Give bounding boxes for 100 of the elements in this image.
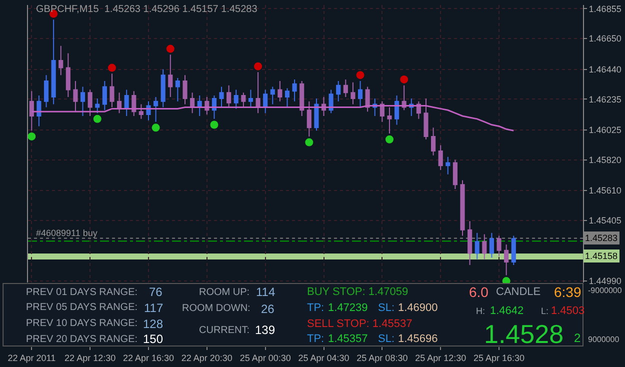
candlestick bbox=[95, 98, 100, 114]
candlestick bbox=[197, 95, 202, 116]
candlestick bbox=[226, 84, 232, 108]
text: 1.45357 bbox=[328, 333, 368, 345]
x-tick-label: 22 Apr 12:30 bbox=[64, 352, 116, 363]
y-tick-label: 1.46025 bbox=[588, 125, 622, 136]
candlestick bbox=[256, 72, 260, 114]
candlestick bbox=[190, 92, 195, 114]
candlestick bbox=[138, 104, 144, 120]
point bbox=[93, 114, 102, 123]
candlestick bbox=[270, 86, 275, 105]
text: 2 bbox=[574, 331, 581, 345]
x-tick-label: 25 Apr 04:30 bbox=[298, 352, 350, 363]
candlestick bbox=[51, 19, 56, 105]
chart-title: GBPCHF,M15 1.45263 1.45296 1.45157 1.45283 bbox=[36, 4, 258, 15]
candlestick bbox=[168, 54, 173, 98]
text: 6:39 bbox=[554, 284, 582, 300]
point bbox=[28, 132, 36, 140]
text: L: bbox=[541, 306, 549, 316]
text: SELL STOP: 1.45537 bbox=[307, 318, 412, 330]
candlestick bbox=[431, 127, 436, 156]
candlestick bbox=[365, 86, 370, 112]
candlestick bbox=[66, 52, 70, 98]
candlestick bbox=[306, 100, 312, 137]
y-tick-label: 1.45820 bbox=[588, 154, 622, 165]
candlestick bbox=[80, 86, 86, 116]
text: PREV 20 DAYS RANGE: bbox=[26, 334, 138, 345]
text: 1.4642 bbox=[490, 305, 524, 317]
point bbox=[400, 75, 408, 84]
candlestick bbox=[175, 78, 180, 102]
candlestick bbox=[160, 68, 166, 108]
candlestick bbox=[504, 244, 509, 276]
x-tick-label: 25 Apr 08:30 bbox=[356, 352, 408, 363]
candlestick bbox=[110, 73, 114, 108]
ref-line-label: #46089911 buy bbox=[36, 228, 98, 238]
point bbox=[166, 44, 174, 53]
text: CURRENT: bbox=[199, 325, 250, 336]
text: ROOM DOWN: bbox=[182, 303, 250, 314]
text: CANDLE bbox=[496, 286, 541, 298]
candlestick bbox=[468, 220, 472, 266]
candlestick bbox=[284, 88, 290, 108]
candlestick bbox=[58, 45, 64, 76]
candlestick bbox=[234, 89, 238, 110]
candlestick bbox=[73, 80, 78, 112]
point bbox=[385, 135, 394, 144]
candlestick bbox=[219, 86, 224, 108]
ref-line-label: 1.45158 bbox=[585, 251, 618, 261]
line-series bbox=[30, 105, 514, 132]
candlestick bbox=[88, 89, 92, 116]
candlestick bbox=[36, 95, 42, 127]
text: 117 bbox=[144, 301, 164, 315]
x-tick-label: 25 Apr 12:30 bbox=[415, 352, 466, 363]
text: SL: bbox=[378, 333, 395, 345]
text: 76 bbox=[149, 285, 163, 299]
text: 6.0 bbox=[469, 284, 489, 300]
text: 1.46900 bbox=[398, 302, 438, 314]
text: 9000000 bbox=[588, 335, 620, 344]
candlestick bbox=[241, 92, 246, 108]
candlestick bbox=[474, 232, 480, 260]
candlestick bbox=[380, 100, 384, 122]
x-tick-label: 22 Apr 20:30 bbox=[181, 352, 232, 363]
point bbox=[305, 138, 314, 146]
text: PREV 01 DAYS RANGE: bbox=[26, 287, 138, 298]
text: PREV 05 DAYS RANGE: bbox=[26, 302, 138, 313]
text: -9000000 bbox=[588, 286, 622, 295]
text: 1.4503 bbox=[551, 305, 585, 317]
text: 150 bbox=[143, 332, 164, 346]
candlestick bbox=[44, 74, 49, 108]
candlestick bbox=[482, 234, 487, 260]
text: 26 bbox=[261, 302, 275, 316]
candlestick bbox=[424, 98, 428, 140]
candlestick bbox=[496, 235, 502, 257]
candlestick bbox=[387, 106, 392, 134]
candlestick bbox=[446, 156, 450, 175]
candlestick bbox=[460, 180, 465, 236]
text: 1.45696 bbox=[398, 333, 438, 345]
text: 139 bbox=[255, 323, 276, 337]
text: PREV 10 DAYS RANGE: bbox=[26, 318, 138, 329]
candlestick bbox=[124, 89, 129, 116]
point bbox=[210, 120, 218, 129]
candlestick bbox=[343, 78, 348, 98]
candlestick bbox=[278, 80, 282, 102]
candlestick bbox=[154, 96, 158, 122]
point bbox=[254, 62, 262, 70]
y-tick-label: 1.45405 bbox=[588, 216, 622, 226]
text: TP: bbox=[307, 302, 324, 314]
candlestick bbox=[292, 78, 297, 102]
candlestick bbox=[336, 80, 341, 102]
candlestick bbox=[452, 159, 458, 190]
x-tick-label: 25 Apr 16:30 bbox=[473, 352, 525, 363]
point bbox=[152, 124, 160, 132]
candlestick bbox=[394, 95, 400, 126]
text: H: bbox=[476, 306, 485, 316]
text: ROOM UP: bbox=[199, 287, 250, 298]
candlestick bbox=[300, 80, 304, 116]
x-tick-label: 22 Apr 2011 bbox=[8, 352, 56, 363]
candlestick bbox=[511, 235, 516, 266]
candlestick bbox=[116, 92, 122, 114]
y-tick-label: 1.46855 bbox=[588, 4, 622, 14]
candlestick bbox=[314, 98, 319, 132]
